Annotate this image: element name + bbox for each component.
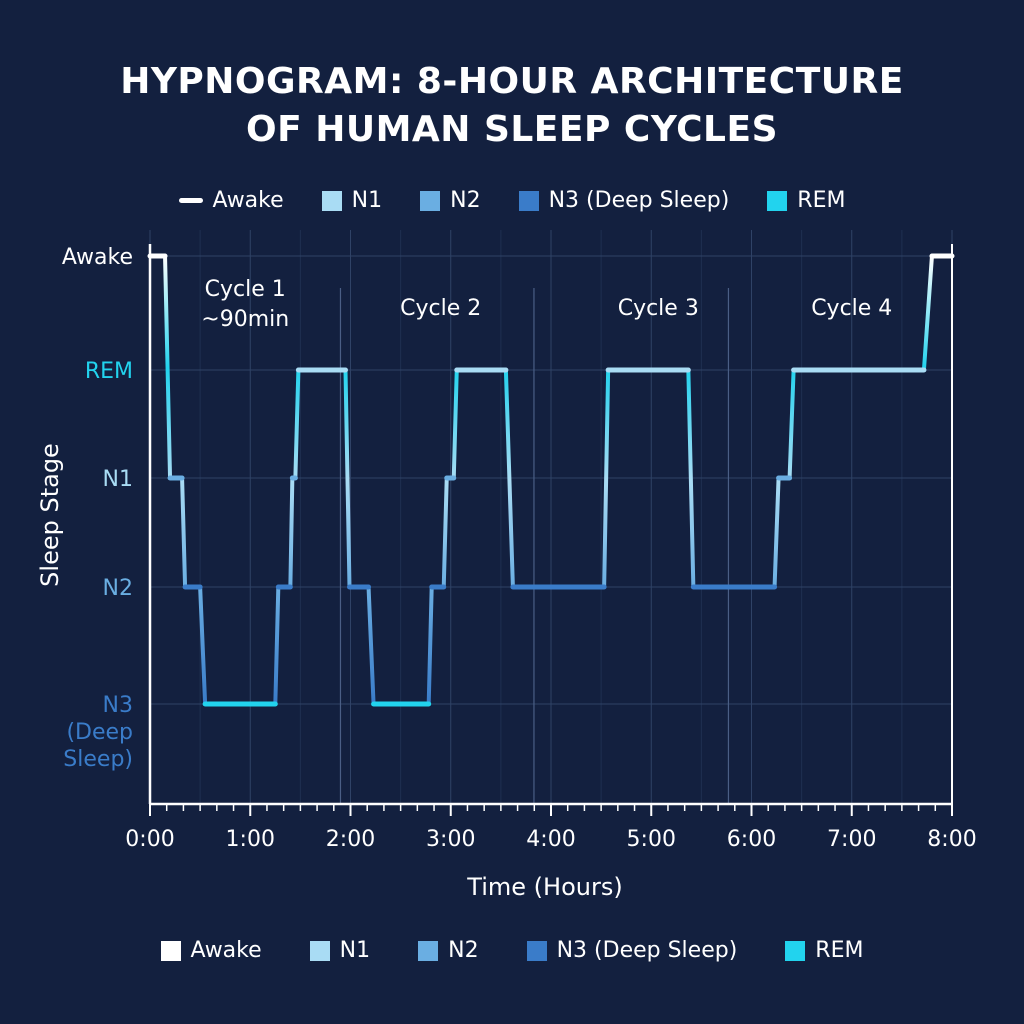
cycle-label: Cycle 1 (205, 277, 286, 302)
chart-title: HYPNOGRAM: 8-HOUR ARCHITECTURE OF HUMAN … (0, 58, 1024, 154)
legend-item-awake: Awake (178, 188, 284, 213)
legend-bottom-item-awake: Awake (160, 938, 262, 963)
legend-label-n1: N1 (351, 188, 383, 213)
x-tick-label: 5:00 (627, 827, 676, 852)
legend-bottom-label-awake: Awake (190, 938, 262, 963)
legend-bottom-label-n3: N3 (Deep Sleep) (556, 938, 738, 963)
y-tick-label: REM (85, 359, 133, 384)
legend-label-awake: Awake (212, 188, 284, 213)
legend-item-n2: N2 (420, 188, 481, 213)
n3-swatch (518, 190, 539, 211)
n2-swatch (420, 190, 441, 211)
legend-item-n1: N1 (321, 188, 383, 213)
legend-bottom-label-n2: N2 (448, 938, 479, 963)
cycle-label: Cycle 2 (400, 296, 481, 321)
n1-swatch (309, 940, 330, 961)
hypnogram-trace (148, 254, 954, 706)
x-tick-label: 8:00 (927, 827, 976, 852)
legend-bottom-item-n1: N1 (309, 938, 371, 963)
x-tick-label: 1:00 (226, 827, 275, 852)
legend-bottom-label-rem: REM (815, 938, 864, 963)
cycle-label: Cycle 3 (618, 296, 699, 321)
y-axis-label: Sleep Stage (36, 443, 64, 587)
legend-label-n3: N3 (Deep Sleep) (548, 188, 730, 213)
x-tick-label: 2:00 (326, 827, 375, 852)
awake-swatch (160, 940, 181, 961)
n3-swatch (526, 940, 547, 961)
rem-swatch (767, 190, 788, 211)
x-tick-label: 6:00 (727, 827, 776, 852)
n2-swatch (418, 940, 439, 961)
y-tick-label: Awake (62, 245, 133, 270)
y-tick-label: N1 (103, 467, 133, 492)
legend-bottom-item-rem: REM (785, 938, 863, 963)
x-axis-label: Time (Hours) (466, 873, 622, 901)
y-tick-label: (Deep (66, 720, 133, 745)
cycle-label: ~90min (201, 307, 289, 332)
legend-label-rem: REM (797, 188, 846, 213)
legend-bottom-label-n1: N1 (339, 938, 371, 963)
x-tick-label: 0:00 (125, 827, 174, 852)
x-tick-label: 7:00 (827, 827, 876, 852)
y-tick-label: N3 (103, 693, 133, 718)
legend-label-n2: N2 (450, 188, 481, 213)
awake-line-swatch (178, 198, 203, 203)
x-tick-label: 3:00 (426, 827, 475, 852)
legend-bottom-item-n2: N2 (418, 938, 479, 963)
legend-item-n3: N3 (Deep Sleep) (518, 188, 730, 213)
legend-top: Awake N1 N2 N3 (Deep Sleep) REM (0, 188, 1024, 213)
legend-bottom: Awake N1 N2 N3 (Deep Sleep) REM (0, 938, 1024, 963)
n1-swatch (321, 190, 342, 211)
y-tick-label: N2 (103, 576, 133, 601)
cycle-label: Cycle 4 (811, 296, 892, 321)
rem-swatch (785, 940, 806, 961)
chart-title-line-2: OF HUMAN SLEEP CYCLES (246, 109, 778, 150)
y-tick-label: Sleep) (63, 747, 133, 772)
legend-bottom-item-n3: N3 (Deep Sleep) (526, 938, 738, 963)
x-tick-label: 4:00 (526, 827, 575, 852)
legend-item-rem: REM (767, 188, 845, 213)
chart-title-line-1: HYPNOGRAM: 8-HOUR ARCHITECTURE (120, 61, 904, 102)
